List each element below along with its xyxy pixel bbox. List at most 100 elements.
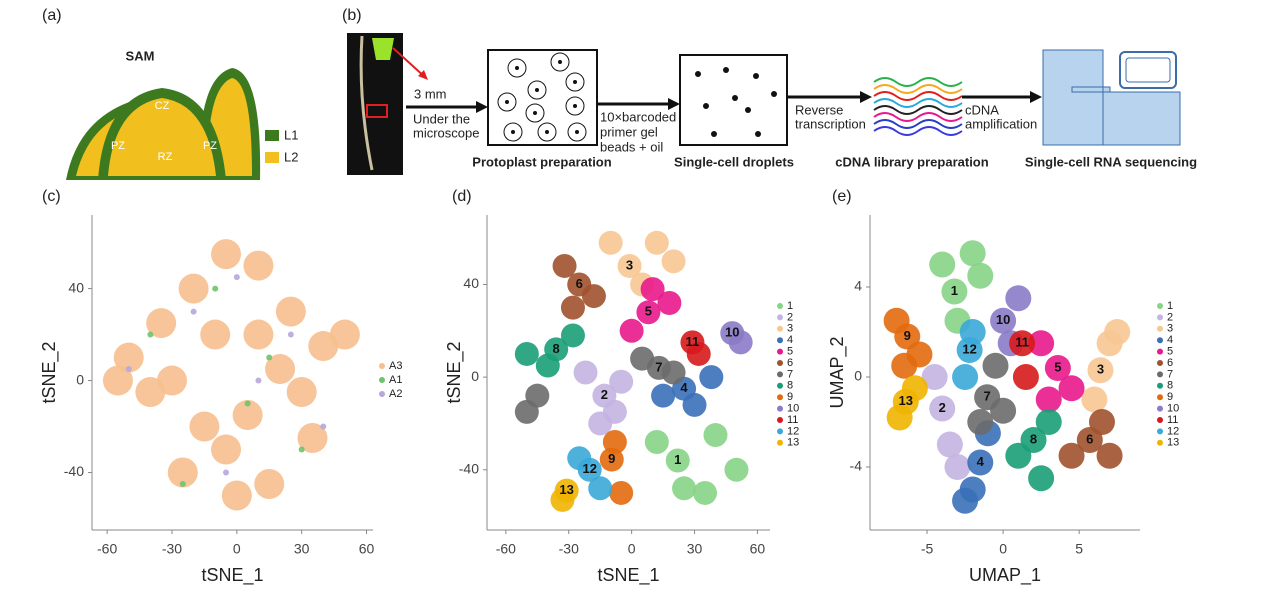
point bbox=[990, 307, 1017, 334]
legend-label: 2 bbox=[787, 311, 793, 323]
point bbox=[1087, 357, 1114, 384]
x-tick-label: 60 bbox=[750, 541, 766, 557]
point bbox=[266, 354, 273, 361]
step-text: microscope bbox=[413, 125, 479, 140]
point bbox=[602, 399, 627, 424]
tip bbox=[372, 38, 394, 60]
legend-marker bbox=[1157, 439, 1163, 446]
x-tick-label: -60 bbox=[97, 541, 117, 557]
cluster-label: 9 bbox=[904, 328, 911, 343]
point bbox=[156, 365, 187, 396]
y-tick-label: 40 bbox=[463, 275, 479, 291]
legend-label: 13 bbox=[787, 437, 799, 449]
panel-label: (d) bbox=[452, 188, 472, 205]
legend-marker bbox=[1157, 394, 1163, 401]
point bbox=[167, 457, 198, 488]
legend-marker bbox=[379, 391, 385, 397]
cluster-label: 5 bbox=[1054, 359, 1061, 374]
legend-marker bbox=[379, 377, 385, 383]
y-tick-label: 0 bbox=[76, 371, 84, 387]
point bbox=[1009, 330, 1036, 357]
cluster-label: 6 bbox=[1086, 431, 1093, 446]
point bbox=[602, 429, 627, 454]
box-caption: cDNA library preparation bbox=[835, 154, 988, 169]
arrowhead bbox=[860, 91, 872, 103]
point bbox=[1096, 442, 1123, 469]
legend-label: 13 bbox=[1167, 437, 1179, 449]
x-tick-label: -60 bbox=[496, 541, 516, 557]
arrowhead bbox=[476, 101, 488, 113]
point bbox=[255, 377, 262, 384]
box-caption: Single-cell droplets bbox=[674, 154, 794, 169]
y-tick-label: -40 bbox=[64, 463, 84, 479]
point bbox=[1005, 285, 1032, 312]
point bbox=[703, 423, 728, 448]
legend-swatch bbox=[265, 130, 279, 141]
cluster-label: 5 bbox=[645, 304, 652, 319]
point bbox=[297, 423, 328, 454]
point bbox=[598, 230, 623, 255]
legend-marker bbox=[379, 363, 385, 369]
legend-label: 8 bbox=[787, 380, 793, 392]
legend-label: 10 bbox=[1167, 403, 1179, 415]
point bbox=[1104, 319, 1131, 345]
point bbox=[179, 481, 186, 488]
box-caption: Protoplast preparation bbox=[472, 154, 611, 169]
y-axis-title: tSNE_2 bbox=[39, 341, 60, 403]
point bbox=[959, 319, 986, 345]
legend-marker bbox=[1157, 417, 1163, 423]
x-axis-title: tSNE_1 bbox=[597, 565, 659, 586]
legend-label: L1 bbox=[284, 127, 298, 142]
x-tick-label: 0 bbox=[233, 541, 241, 557]
point bbox=[588, 476, 613, 501]
point bbox=[233, 274, 240, 281]
legend-label: 3 bbox=[1167, 323, 1173, 335]
point bbox=[967, 262, 994, 289]
y-tick-label: 4 bbox=[854, 278, 862, 294]
sequencer bbox=[1042, 49, 1104, 146]
scatter-points bbox=[514, 230, 753, 512]
cluster-label: 7 bbox=[655, 359, 662, 374]
screen bbox=[1125, 57, 1171, 83]
legend-marker bbox=[1157, 325, 1163, 332]
point bbox=[936, 431, 963, 458]
point bbox=[146, 308, 177, 339]
legend-label: 6 bbox=[787, 357, 793, 369]
slot bbox=[1071, 86, 1111, 93]
legend-marker bbox=[1157, 314, 1163, 321]
point bbox=[573, 360, 598, 385]
legend-label: A3 bbox=[389, 360, 402, 372]
zone-label: RZ bbox=[158, 151, 173, 163]
point bbox=[190, 308, 197, 315]
legend-label: 7 bbox=[787, 368, 793, 380]
point bbox=[682, 392, 707, 417]
legend-label: A1 bbox=[389, 374, 402, 386]
point bbox=[728, 330, 753, 355]
legend-label: 7 bbox=[1167, 368, 1173, 380]
point bbox=[243, 250, 274, 281]
point bbox=[699, 365, 724, 390]
legend-marker bbox=[1157, 348, 1163, 355]
x-tick-label: -30 bbox=[162, 541, 182, 557]
legend-marker bbox=[777, 439, 783, 446]
sam-diagram: SAM CZ PZ RZ PZ L1 L2 bbox=[66, 48, 298, 180]
y-tick-label: -4 bbox=[850, 458, 863, 474]
point bbox=[644, 429, 669, 454]
point bbox=[941, 278, 968, 305]
y-tick-label: 0 bbox=[854, 368, 862, 384]
cluster-label: 12 bbox=[962, 341, 976, 356]
point bbox=[102, 365, 133, 396]
cluster-label: 6 bbox=[576, 276, 583, 291]
scatter-points bbox=[883, 240, 1131, 514]
point bbox=[1005, 442, 1032, 469]
point bbox=[952, 364, 979, 390]
point bbox=[886, 404, 913, 431]
point bbox=[630, 346, 655, 371]
panel-label: (c) bbox=[42, 188, 61, 205]
arrow bbox=[392, 47, 427, 79]
point bbox=[672, 476, 697, 501]
point bbox=[147, 331, 154, 338]
cluster-label: 10 bbox=[725, 325, 739, 340]
legend-label: 4 bbox=[1167, 334, 1173, 346]
